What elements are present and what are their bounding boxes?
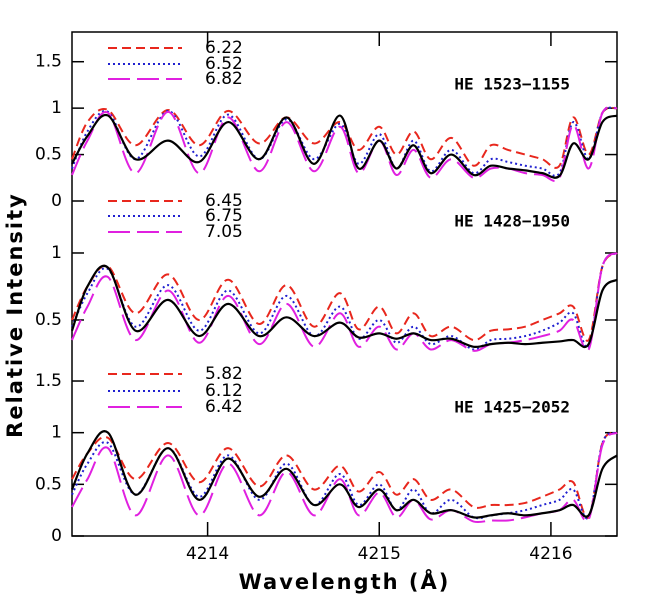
star-name: HE 1523−1155 [454, 75, 570, 94]
spectrum-line [71, 252, 618, 352]
spectrum-line [71, 431, 618, 519]
y-tick-label: 0 [51, 526, 62, 546]
y-tick-label: 1 [51, 98, 62, 118]
legend-label: 7.05 [205, 222, 243, 242]
x-tick-label: 4215 [358, 544, 401, 564]
spectrum-line [71, 106, 618, 177]
spectrum-line [71, 252, 618, 351]
spectrum-line [71, 113, 618, 179]
legend-label: 6.52 [205, 54, 243, 74]
legend-label: 6.45 [205, 191, 243, 211]
x-tick-label: 4214 [186, 544, 229, 564]
legend-label: 6.42 [205, 397, 243, 417]
star-name: HE 1428−1950 [454, 212, 570, 231]
spectrum-line [70, 430, 618, 519]
x-tick-label: 4216 [529, 544, 572, 564]
spectrum-line [71, 431, 618, 520]
y-axis-label: Relative Intensity [3, 192, 27, 438]
spectrum-line [71, 106, 618, 169]
legend-label: 5.82 [205, 364, 243, 384]
y-tick-label: 0 [51, 191, 62, 211]
legend-label: 6.75 [205, 206, 243, 226]
x-axis-label: Wavelength (Å) [239, 569, 451, 594]
y-tick-label: 1 [51, 243, 62, 263]
spectrum-line [71, 252, 618, 342]
spectrum-line [70, 264, 618, 349]
legend-label: 6.22 [205, 38, 243, 58]
legend-label: 6.82 [205, 69, 243, 89]
plot-frame [71, 31, 618, 537]
star-name: HE 1425−2052 [454, 398, 570, 417]
y-tick-label: 0.5 [35, 145, 62, 165]
y-tick-label: 1.5 [35, 52, 62, 72]
y-tick-label: 1 [51, 423, 62, 443]
spectrum-line [71, 105, 618, 182]
y-tick-label: 0.5 [35, 474, 62, 494]
y-tick-label: 1.5 [35, 371, 62, 391]
y-tick-label: 0.5 [35, 310, 62, 330]
legend-label: 6.12 [205, 381, 243, 401]
